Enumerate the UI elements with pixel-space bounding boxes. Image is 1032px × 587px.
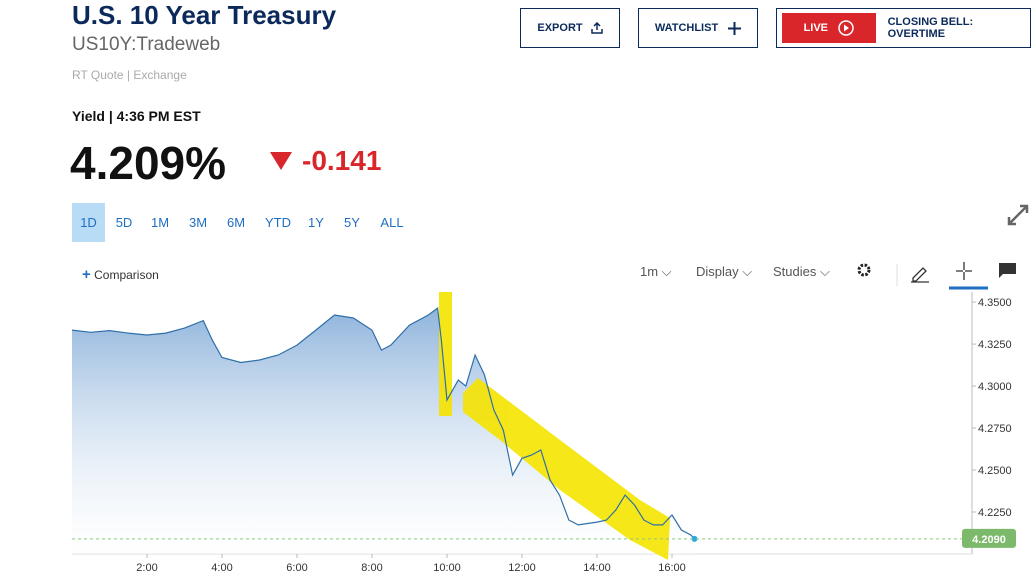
down-arrow [270, 152, 292, 170]
display-label: Display [696, 264, 739, 279]
live-label: CLOSING BELL: OVERTIME [887, 16, 974, 40]
range-tab[interactable]: 1Y [308, 215, 324, 230]
quote-source: RT Quote | Exchange [72, 68, 187, 82]
export-label: EXPORT [537, 22, 583, 34]
y-tick-label: 4.2250 [978, 507, 1012, 519]
y-tick-label: 4.2750 [978, 423, 1012, 435]
comparison-label: Comparison [94, 268, 159, 282]
x-tick-label: 12:00 [508, 562, 536, 574]
live-badge: LIVE [782, 13, 876, 43]
x-tick-label: 6:00 [286, 562, 307, 574]
highlight [439, 292, 670, 560]
y-tick-label: 4.3000 [978, 381, 1012, 393]
last-value-label: 4.2090 [972, 534, 1006, 546]
play-icon [838, 20, 854, 36]
chart: 4.3500 4.3250 4.3000 4.2750 4.2500 4.2250 2:00… [71, 292, 1016, 574]
x-tick-label: 10:00 [433, 562, 461, 574]
range-tab[interactable]: 1D [72, 203, 105, 242]
y-tick-label: 4.3500 [978, 297, 1012, 309]
x-tick-label: 2:00 [136, 562, 157, 574]
range-tab[interactable]: 1M [150, 215, 170, 230]
range-tab[interactable]: ALL [380, 215, 404, 230]
change: -0.141 [302, 145, 382, 176]
live-button[interactable]: LIVE CLOSING BELL: OVERTIME [776, 8, 1031, 48]
x-tick-label: 14:00 [583, 562, 611, 574]
range-tab[interactable]: 3M [188, 215, 208, 230]
watchlist-label: WATCHLIST [654, 22, 719, 34]
symbol: US10Y:Tradeweb [72, 34, 221, 55]
interval-label: 1m [640, 264, 659, 279]
y-tick-label: 4.2500 [978, 465, 1012, 477]
comment-icon[interactable] [999, 263, 1016, 278]
area [72, 308, 695, 554]
quote-label: Yield | 4:36 PM EST [72, 108, 201, 124]
x-tick-label: 16:00 [658, 562, 686, 574]
watchlist-button[interactable]: WATCHLIST [638, 8, 758, 48]
x-tick-label: 4:00 [211, 562, 232, 574]
comparison[interactable]: + Comparison [82, 266, 159, 283]
plus-icon [728, 21, 742, 35]
x-tick-label: 8:00 [361, 562, 382, 574]
y-tick-label: 4.3250 [978, 339, 1012, 351]
expand-icon[interactable] [1006, 203, 1030, 227]
last-value-box [962, 528, 1016, 548]
last-point [691, 535, 698, 542]
draw-icon[interactable] [911, 267, 929, 283]
range-tab[interactable]: YTD [265, 215, 291, 230]
range-tab[interactable]: 6M [226, 215, 246, 230]
price: 4.209% [70, 137, 227, 189]
interval[interactable]: 1m ⌵ [640, 264, 672, 279]
settings-icon[interactable] [857, 263, 871, 277]
tool-icons [857, 262, 1016, 290]
range-tab[interactable]: 5Y [344, 215, 360, 230]
line [71, 306, 695, 540]
crosshair-icon[interactable] [956, 262, 972, 280]
studies-label: Studies [773, 264, 817, 279]
title: U.S. 10 Year Treasury [72, 0, 337, 30]
display[interactable]: Display ⌵ [696, 264, 753, 279]
export-button[interactable]: EXPORT [520, 8, 620, 48]
live-text: LIVE [803, 22, 829, 34]
range-tab[interactable]: 5D [115, 215, 133, 230]
share-icon [590, 22, 603, 34]
studies[interactable]: Studies ⌵ [773, 264, 830, 279]
